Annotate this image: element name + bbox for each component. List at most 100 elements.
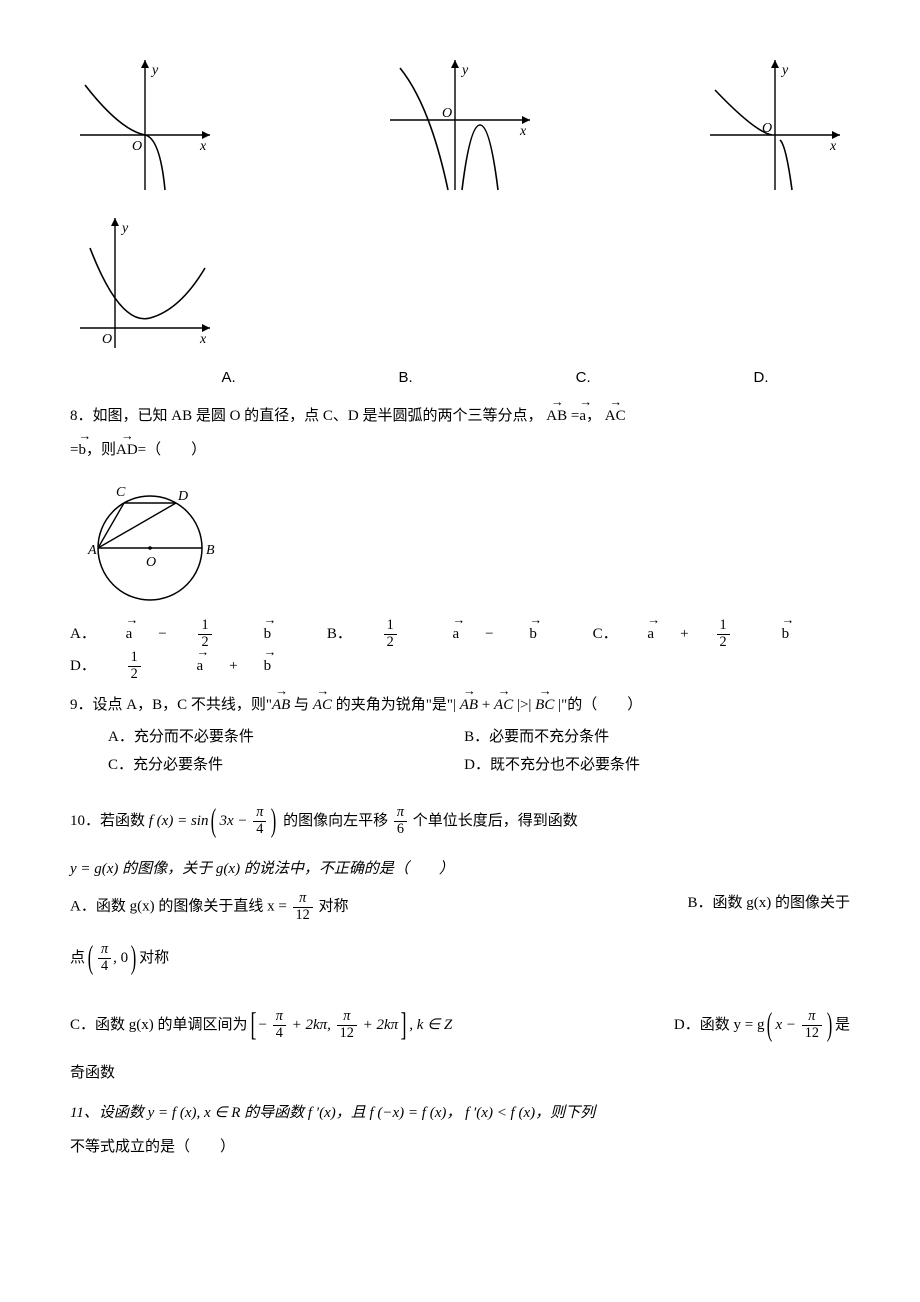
svg-text:O: O	[442, 106, 452, 121]
q9-ab: AB	[272, 693, 290, 717]
q10-opt-d-part2: 奇函数	[70, 1061, 850, 1085]
q8-opt-c: C． a+12b	[593, 626, 816, 642]
q10b-y: , 0	[113, 950, 128, 966]
q10-opt-a: A．函数 g(x) 的图像关于直线 x = π12 对称	[70, 891, 349, 923]
lparen2-icon: (	[88, 932, 94, 985]
label-d: D.	[754, 366, 769, 390]
q8-suf: ，则	[86, 442, 116, 458]
svg-text:O: O	[102, 332, 112, 347]
rparen-icon: )	[271, 795, 277, 848]
label-b: B.	[399, 366, 413, 390]
q10c1: C．函数 g(x) 的单调区间为	[70, 1016, 248, 1032]
rbrack-icon: ]	[401, 999, 407, 1052]
q8c-plus: +	[680, 626, 688, 642]
svg-text:D: D	[177, 489, 188, 504]
q10: 10．若函数 f (x) = sin(3x − π4) 的图像向左平移 π6 个…	[70, 795, 850, 848]
q10b3: 对称	[139, 950, 169, 966]
svg-text:y: y	[150, 63, 159, 78]
q10d-pi12: π12	[802, 1009, 822, 1041]
q10-options: A．函数 g(x) 的图像关于直线 x = π12 对称 B．函数 g(x) 的…	[70, 891, 850, 1085]
q10a-pi12: π12	[293, 891, 313, 923]
rparen2-icon: )	[131, 932, 137, 985]
q10b1: B．函数 g(x) 的图像关于	[688, 895, 851, 911]
q9-bc: BC	[535, 693, 554, 717]
q8-circle-diagram: A B C D O	[70, 470, 230, 610]
lparen3-icon: (	[767, 999, 773, 1052]
q8c-vec-a: a	[647, 622, 654, 646]
q8-opt-d: D． 12 a+b	[70, 658, 297, 674]
rparen3-icon: )	[827, 999, 833, 1052]
graph-c: y x O	[700, 50, 850, 200]
q9-m2: 的夹角为锐角"是"|	[332, 697, 460, 713]
q11-s2: 不等式成立的是（ ）	[70, 1139, 235, 1155]
q8-stem1: 8．如图，已知 AB 是圆 O 的直径，点 C、D 是半圆弧的两个三等分点，	[70, 408, 543, 424]
q11: 11、设函数 y = f (x), x ∈ R 的导函数 f ′(x)，且 f …	[70, 1101, 850, 1125]
q9-ab2: AB	[460, 693, 478, 717]
q8d-vec-b: b	[264, 654, 272, 678]
graph-a: y x O	[70, 50, 220, 200]
q9-m5: |"的（ ）	[554, 697, 642, 713]
q8: 8．如图，已知 AB 是圆 O 的直径，点 C、D 是半圆弧的两个三等分点， A…	[70, 404, 850, 428]
q9-stem: 9．设点 A，B，C 不共线，则"	[70, 697, 272, 713]
q8-d-lbl: D．	[70, 658, 96, 674]
q8-eq2: =	[70, 442, 78, 458]
q10d1: D．函数 y = g	[674, 1016, 765, 1032]
lparen-icon: (	[211, 795, 217, 848]
q8-options: A． a− 12b B． 12 a− b C． a+12b D． 12 a+b	[70, 618, 850, 683]
q8d-frac: 12	[128, 650, 167, 682]
q8b-vec-a: a	[453, 622, 460, 646]
q10-pi4: π4	[253, 805, 266, 837]
svg-text:y: y	[120, 221, 129, 236]
q10-s1: 10．若函数	[70, 813, 149, 829]
q8-tail: =（ ）	[138, 442, 206, 458]
vec-ad: AD	[116, 438, 138, 462]
q10-opt-c: C．函数 g(x) 的单调区间为[− π4 + 2kπ, π12 + 2kπ],…	[70, 999, 452, 1052]
q10a1: A．函数 g(x) 的图像关于直线 x =	[70, 899, 291, 915]
q10b2: 点	[70, 950, 85, 966]
q10c-p2: + 2kπ	[359, 1016, 398, 1032]
q9-m3: +	[478, 697, 494, 713]
q11-s1: 11、设函数 y = f (x), x ∈ R 的导函数 f ′(x)，且 f …	[70, 1105, 595, 1121]
q10-opt-b-part1: B．函数 g(x) 的图像关于	[688, 891, 851, 923]
q10-line2: y = g(x) 的图像，关于 g(x) 的说法中，不正确的是（ ）	[70, 857, 850, 881]
svg-text:x: x	[199, 332, 207, 347]
q8-a-lbl: A．	[70, 626, 96, 642]
lbrack-icon: [	[250, 999, 256, 1052]
q9: 9．设点 A，B，C 不共线，则"AB 与 AC 的夹角为锐角"是"| AB +…	[70, 693, 850, 717]
q10d-ins: x −	[775, 1016, 799, 1032]
q9-opt-d: D．既不充分也不必要条件	[464, 753, 820, 777]
q8d-plus: +	[229, 658, 237, 674]
svg-text:y: y	[780, 63, 789, 78]
graph-option-labels: A. B. C. D.	[70, 366, 850, 390]
svg-text:O: O	[132, 139, 142, 154]
q10c2: , k ∈ Z	[409, 1016, 452, 1032]
svg-text:B: B	[206, 543, 215, 558]
q10c-p1: + 2kπ,	[288, 1016, 335, 1032]
q9-opt-b: B．必要而不充分条件	[464, 725, 820, 749]
q9-opt-c: C．充分必要条件	[108, 753, 464, 777]
label-a: A.	[221, 366, 235, 390]
vec-ab: AB	[546, 404, 567, 428]
q10c-neg: −	[259, 1016, 271, 1032]
q9-options: A．充分而不必要条件 B．必要而不充分条件 C．充分必要条件 D．既不充分也不必…	[108, 725, 850, 781]
svg-text:O: O	[146, 555, 156, 570]
q8-line2: =b，则AD=（ ）	[70, 438, 850, 462]
q9-ac2: AC	[494, 693, 513, 717]
q10-ins: 3x −	[219, 813, 251, 829]
q10-opt-b-part2: 点(π4, 0)对称	[70, 932, 850, 985]
graph-row-bottom: y x O	[70, 208, 850, 358]
q10c-pi12: π12	[337, 1009, 357, 1041]
q10-s2: 的图像向左平移	[283, 813, 392, 829]
q8c-frac: 12	[717, 618, 756, 650]
q10d2: 是	[835, 1016, 850, 1032]
q11-line2: 不等式成立的是（ ）	[70, 1135, 850, 1159]
svg-text:x: x	[199, 139, 207, 154]
q8-c-lbl: C．	[593, 626, 618, 642]
q10-l2: y = g(x) 的图像，关于 g(x) 的说法中，不正确的是（ ）	[70, 861, 454, 877]
q9-m1: 与	[290, 697, 313, 713]
vec-ac: AC	[605, 404, 626, 428]
q8-eq1: =	[567, 408, 579, 424]
q8b-minus: −	[485, 626, 493, 642]
svg-text:A: A	[87, 543, 97, 558]
q9-ac: AC	[313, 693, 332, 717]
